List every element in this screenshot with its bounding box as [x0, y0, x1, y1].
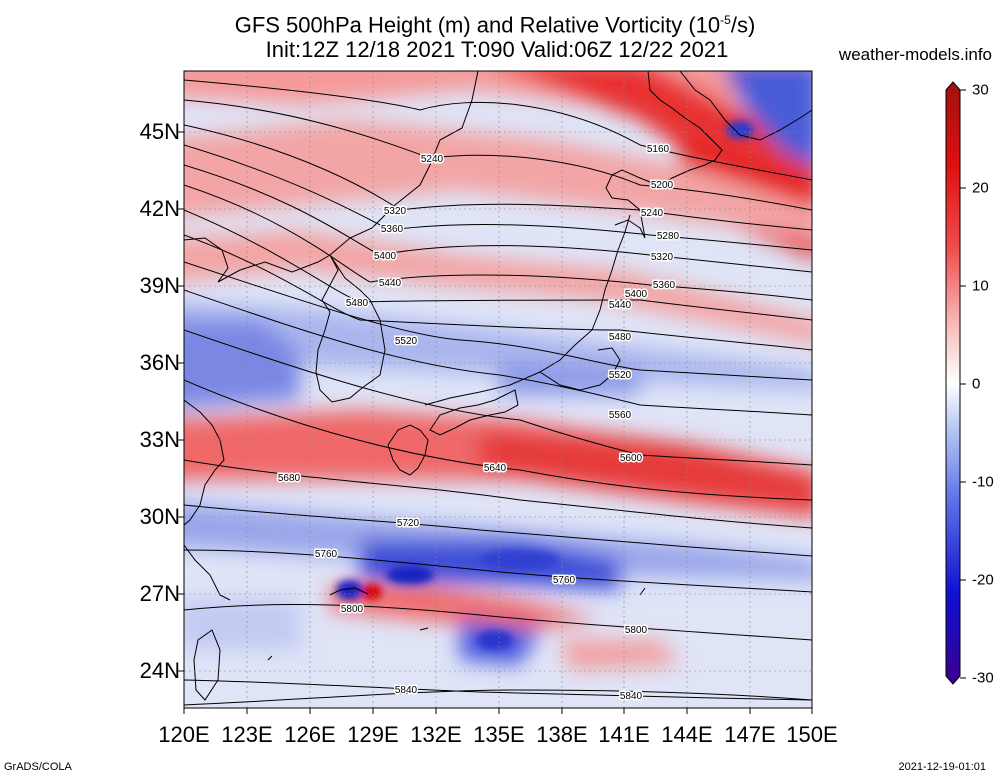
- longitude-label: 147E: [724, 722, 776, 747]
- contour-label: 5160: [647, 144, 670, 155]
- contour-label: 5520: [609, 370, 632, 381]
- longitude-label: 150E: [786, 722, 838, 747]
- colorbar-label: 30: [972, 81, 989, 99]
- colorbar: [945, 81, 966, 685]
- contour-label: 5840: [620, 691, 643, 702]
- axis-ticks: [178, 131, 813, 714]
- colorbar-label: 10: [972, 277, 989, 295]
- footer-credit: GrADS/COLA: [4, 761, 72, 773]
- longitude-label: 129E: [347, 722, 399, 747]
- graticule: [184, 71, 812, 708]
- colorbar-label: -30: [972, 669, 994, 687]
- contour-label: 5360: [653, 280, 676, 291]
- latitude-label: 30N: [139, 504, 180, 529]
- colorbar-label: -10: [972, 473, 994, 491]
- longitude-label: 138E: [536, 722, 588, 747]
- contour-label: 5800: [625, 625, 648, 636]
- latitude-label: 33N: [139, 427, 180, 452]
- contour-label: 5600: [620, 453, 643, 464]
- longitude-label: 141E: [598, 722, 650, 747]
- contour-label: 5400: [374, 251, 397, 262]
- contour-label: 5840: [395, 685, 418, 696]
- latitude-label: 39N: [139, 273, 180, 298]
- contour-label: 5240: [421, 154, 444, 165]
- latitude-label: 42N: [139, 196, 180, 221]
- latitude-label: 36N: [139, 350, 180, 375]
- contour-label: 5360: [381, 224, 404, 235]
- coastlines: [184, 71, 812, 701]
- longitude-label: 144E: [661, 722, 713, 747]
- chart-title-line2: Init:12Z 12/18 2021 T:090 Valid:06Z 12/2…: [265, 37, 729, 62]
- latitude-label: 24N: [139, 658, 180, 683]
- contour-label: 5760: [315, 549, 338, 560]
- contour-label: 5720: [397, 518, 420, 529]
- height-contours: [184, 79, 812, 706]
- longitude-label: 126E: [284, 722, 336, 747]
- site-credit: weather-models.info: [838, 45, 992, 64]
- map-frame: [183, 70, 813, 709]
- longitude-label: 135E: [473, 722, 525, 747]
- contour-label: 5480: [346, 298, 369, 309]
- contour-label: 5320: [384, 206, 407, 217]
- contour-label: 5240: [641, 208, 664, 219]
- contour-label: 5520: [395, 336, 418, 347]
- contour-label: 5320: [651, 252, 674, 263]
- contour-label: 5440: [379, 278, 402, 289]
- colorbar-label: 0: [972, 375, 981, 393]
- contour-label: 5640: [484, 463, 507, 474]
- chart-title-line1: GFS 500hPa Height (m) and Relative Vorti…: [234, 12, 756, 38]
- contour-label: 5400: [625, 289, 648, 300]
- longitude-label: 123E: [221, 722, 273, 747]
- longitude-label: 120E: [158, 722, 210, 747]
- latitude-label: 45N: [139, 119, 180, 144]
- contour-label: 5760: [553, 575, 576, 586]
- colorbar-ramp: [945, 81, 961, 685]
- contour-label: 5200: [651, 180, 674, 191]
- colorbar-label: 20: [972, 179, 989, 197]
- longitude-label: 132E: [410, 722, 462, 747]
- contour-label: 5440: [609, 300, 632, 311]
- vorticity-field: [184, 71, 812, 708]
- latitude-label: 27N: [139, 581, 180, 606]
- contour-label: 5480: [609, 332, 632, 343]
- contour-label: 5280: [657, 231, 680, 242]
- contour-labels: 5160 5200 5240 5240 5280 5320 5320 5360 5360 5400…: [276, 143, 681, 704]
- contour-label: 5800: [341, 604, 364, 615]
- footer-timestamp: 2021-12-19-01:01: [898, 761, 986, 773]
- contour-label: 5560: [609, 410, 632, 421]
- colorbar-ticks: [960, 89, 966, 679]
- colorbar-label: -20: [972, 571, 994, 589]
- contour-label: 5680: [278, 473, 301, 484]
